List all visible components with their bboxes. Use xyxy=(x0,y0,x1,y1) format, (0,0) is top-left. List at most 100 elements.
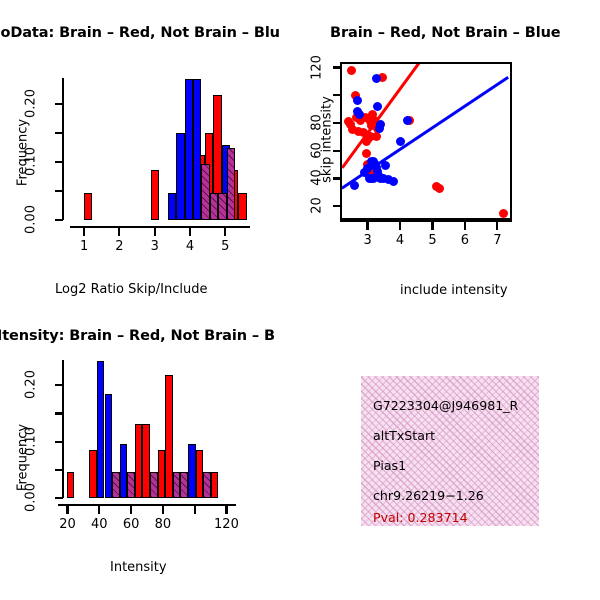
x-axis-tick-label: 2 xyxy=(115,239,124,254)
x-axis-tick xyxy=(398,222,402,230)
x-axis-tick-label: 5 xyxy=(221,239,230,254)
y-axis-line xyxy=(62,78,65,220)
histogram-bar xyxy=(142,424,151,498)
y-axis-tick xyxy=(55,496,63,500)
scatter-point xyxy=(352,96,362,106)
y-axis-tick xyxy=(55,468,63,471)
histogram-bar xyxy=(127,471,135,498)
histogram-bar xyxy=(134,424,143,498)
scatter-point xyxy=(368,110,378,120)
x-axis-tick-label: 120 xyxy=(214,517,239,532)
histogram-bar xyxy=(66,471,75,498)
x-axis-tick-label: 40 xyxy=(91,517,108,532)
x-axis-tick-label: 3 xyxy=(150,239,159,254)
x-axis-line xyxy=(340,220,512,223)
scatter-point xyxy=(350,90,360,100)
y-axis-line xyxy=(340,62,343,220)
scatter-point xyxy=(371,132,381,142)
y-axis-tick xyxy=(333,149,341,152)
x-axis-tick-label: 4 xyxy=(395,233,405,248)
scatter-point xyxy=(347,125,357,135)
histogram-bar xyxy=(176,133,185,220)
scatter-point xyxy=(353,126,363,136)
y-axis-tick xyxy=(55,160,63,164)
x-axis-tick xyxy=(366,222,369,230)
scatter-point xyxy=(350,180,360,190)
info-gene-name: Pias1 xyxy=(373,458,407,473)
x-axis-tick-label: 6 xyxy=(460,233,470,248)
y-axis-tick xyxy=(55,102,63,106)
y-axis-tick-label: 0.20 xyxy=(23,370,39,400)
histogram-bar xyxy=(112,471,120,498)
y-axis-tick xyxy=(333,205,341,208)
scatter-point xyxy=(374,124,384,134)
x-axis-tick xyxy=(496,222,499,230)
histogram-bar xyxy=(167,192,177,220)
y-axis-tick xyxy=(55,189,63,193)
intensity-histogram-xlabel: Intensity xyxy=(110,560,167,575)
y-axis-tick-label: 0.10 xyxy=(23,147,39,177)
y-axis-tick-label: 0.00 xyxy=(23,483,39,512)
y-axis-line xyxy=(62,360,65,498)
x-axis-tick-label: 7 xyxy=(493,233,502,248)
histogram-bar xyxy=(209,192,219,220)
x-axis-tick xyxy=(153,228,156,236)
x-axis-tick-label: 80 xyxy=(154,517,172,532)
ratio-histogram-title: RatioData: Brain – Red, Not Brain – Blu xyxy=(0,25,280,41)
scatter-point xyxy=(346,65,356,75)
scatter-point xyxy=(379,173,389,183)
scatter-point xyxy=(345,119,355,129)
scatter-point xyxy=(365,168,375,178)
histogram-bar xyxy=(104,393,113,498)
intensity-histogram-panel: ne Itensity: Brain – Red, Not Brain – B … xyxy=(0,310,300,600)
histogram-bar xyxy=(203,471,211,498)
info-locus: chr9.26219−1.26 xyxy=(373,488,484,503)
scatter-point xyxy=(354,110,364,120)
x-axis-tick-label: 60 xyxy=(122,517,140,532)
x-axis-line xyxy=(58,504,236,507)
histogram-bar xyxy=(119,444,128,498)
scatter-point xyxy=(360,168,370,178)
y-axis-tick xyxy=(55,218,63,222)
x-axis-tick-label: 5 xyxy=(428,233,437,248)
x-axis-tick xyxy=(130,506,133,514)
scatter-point xyxy=(498,208,508,218)
x-axis-tick-label: 4 xyxy=(185,239,195,254)
scatter-point xyxy=(365,173,375,183)
x-axis-tick xyxy=(118,228,121,236)
scatter-point xyxy=(389,176,399,186)
scatter-point xyxy=(362,148,372,158)
scatter-point xyxy=(366,121,376,131)
x-axis-tick-label: 1 xyxy=(79,239,89,254)
y-axis-tick xyxy=(55,440,63,443)
histogram-bar xyxy=(180,471,188,498)
scatter-title: Brain – Red, Not Brain – Blue xyxy=(330,25,561,41)
x-axis-tick-label: 20 xyxy=(59,517,76,532)
scatter-point xyxy=(371,74,381,84)
y-axis-tick xyxy=(333,177,341,180)
histogram-bar xyxy=(193,79,202,220)
x-axis-tick xyxy=(188,228,192,236)
x-axis-line xyxy=(70,226,250,229)
ratio-histogram-panel: RatioData: Brain – Red, Not Brain – Blu … xyxy=(0,0,300,310)
histogram-bar xyxy=(184,79,194,220)
scatter-point xyxy=(370,115,380,125)
y-axis-tick xyxy=(55,131,63,135)
info-id-line: G7223304@J946981_R xyxy=(373,398,519,413)
x-axis-tick xyxy=(83,228,86,236)
scatter-point xyxy=(381,161,391,171)
histogram-bar xyxy=(150,471,158,498)
scatter-xlabel: include intensity xyxy=(400,283,508,298)
scatter-point xyxy=(355,115,365,125)
intensity-histogram-title: ne Itensity: Brain – Red, Not Brain – B xyxy=(0,328,275,344)
histogram-bar xyxy=(218,192,227,220)
info-pval: Pval: 0.283714 xyxy=(373,510,468,525)
y-axis-tick-label: 80 xyxy=(309,114,325,131)
histogram-bar xyxy=(89,450,97,498)
scatter-point xyxy=(435,183,445,193)
histogram-bar xyxy=(151,169,160,220)
scatter-point xyxy=(363,164,373,174)
histogram-bar xyxy=(195,450,204,498)
histogram-bar xyxy=(210,471,219,498)
y-axis-tick xyxy=(333,66,341,69)
